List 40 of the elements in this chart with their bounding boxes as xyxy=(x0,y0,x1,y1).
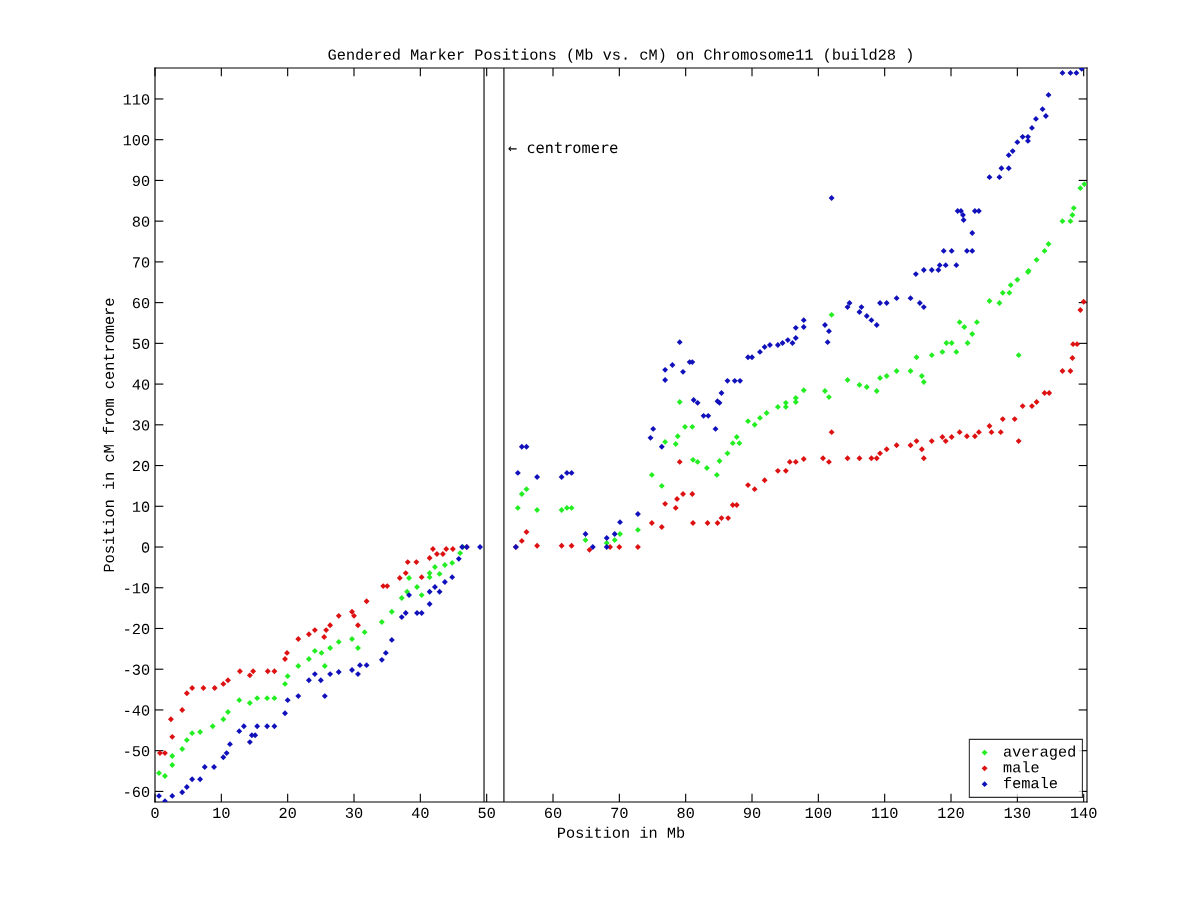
chart-title: Gendered Marker Positions (Mb vs. cM) on Chromosome11 (build28 ) xyxy=(328,48,912,63)
x-tick-label: 0 xyxy=(151,807,159,819)
legend-label: male xyxy=(1003,761,1039,773)
x-tick-label: 30 xyxy=(345,807,363,819)
y-tick-label: -30 xyxy=(125,664,150,675)
x-tick-label: 120 xyxy=(938,807,964,819)
y-tick-label: 30 xyxy=(132,420,150,431)
y-tick-label: 40 xyxy=(132,379,150,390)
legend-label: female xyxy=(1003,777,1057,789)
y-tick-label: 80 xyxy=(132,216,150,227)
y-tick-label: 90 xyxy=(132,175,150,187)
y-tick-label: 50 xyxy=(132,338,150,350)
x-tick-label: 40 xyxy=(411,807,429,819)
y-tick-label: 70 xyxy=(132,257,150,268)
y-tick-label: -20 xyxy=(125,623,150,635)
x-tick-label: 130 xyxy=(1004,807,1031,819)
x-tick-label: 60 xyxy=(544,807,562,819)
y-tick-label: -10 xyxy=(125,583,150,594)
x-tick-label: 100 xyxy=(805,807,832,819)
x-tick-label: 20 xyxy=(279,807,296,819)
x-axis-title: Position in Mb xyxy=(558,826,685,838)
x-tick-label: 10 xyxy=(213,807,230,819)
y-tick-label: -60 xyxy=(125,786,150,798)
x-tick-label: 50 xyxy=(478,807,495,819)
x-tick-label: 70 xyxy=(611,807,628,819)
y-tick-label: 60 xyxy=(132,297,150,309)
y-tick-label: 100 xyxy=(123,135,150,146)
x-tick-label: 90 xyxy=(743,807,761,819)
annotation: ← centromere xyxy=(508,142,618,154)
y-tick-label: -50 xyxy=(125,745,150,757)
y-tick-label: 20 xyxy=(132,460,150,472)
y-axis-title: Position in cM from centromere xyxy=(102,298,115,572)
legend-label: averaged xyxy=(1003,745,1075,760)
y-tick-label: 10 xyxy=(132,501,150,512)
x-tick-label: 110 xyxy=(872,807,898,819)
y-tick-label: 110 xyxy=(123,94,150,105)
y-tick-label: 0 xyxy=(141,542,150,553)
y-tick-label: -40 xyxy=(125,705,150,716)
x-tick-label: 80 xyxy=(677,807,694,819)
x-tick-label: 140 xyxy=(1071,807,1097,819)
